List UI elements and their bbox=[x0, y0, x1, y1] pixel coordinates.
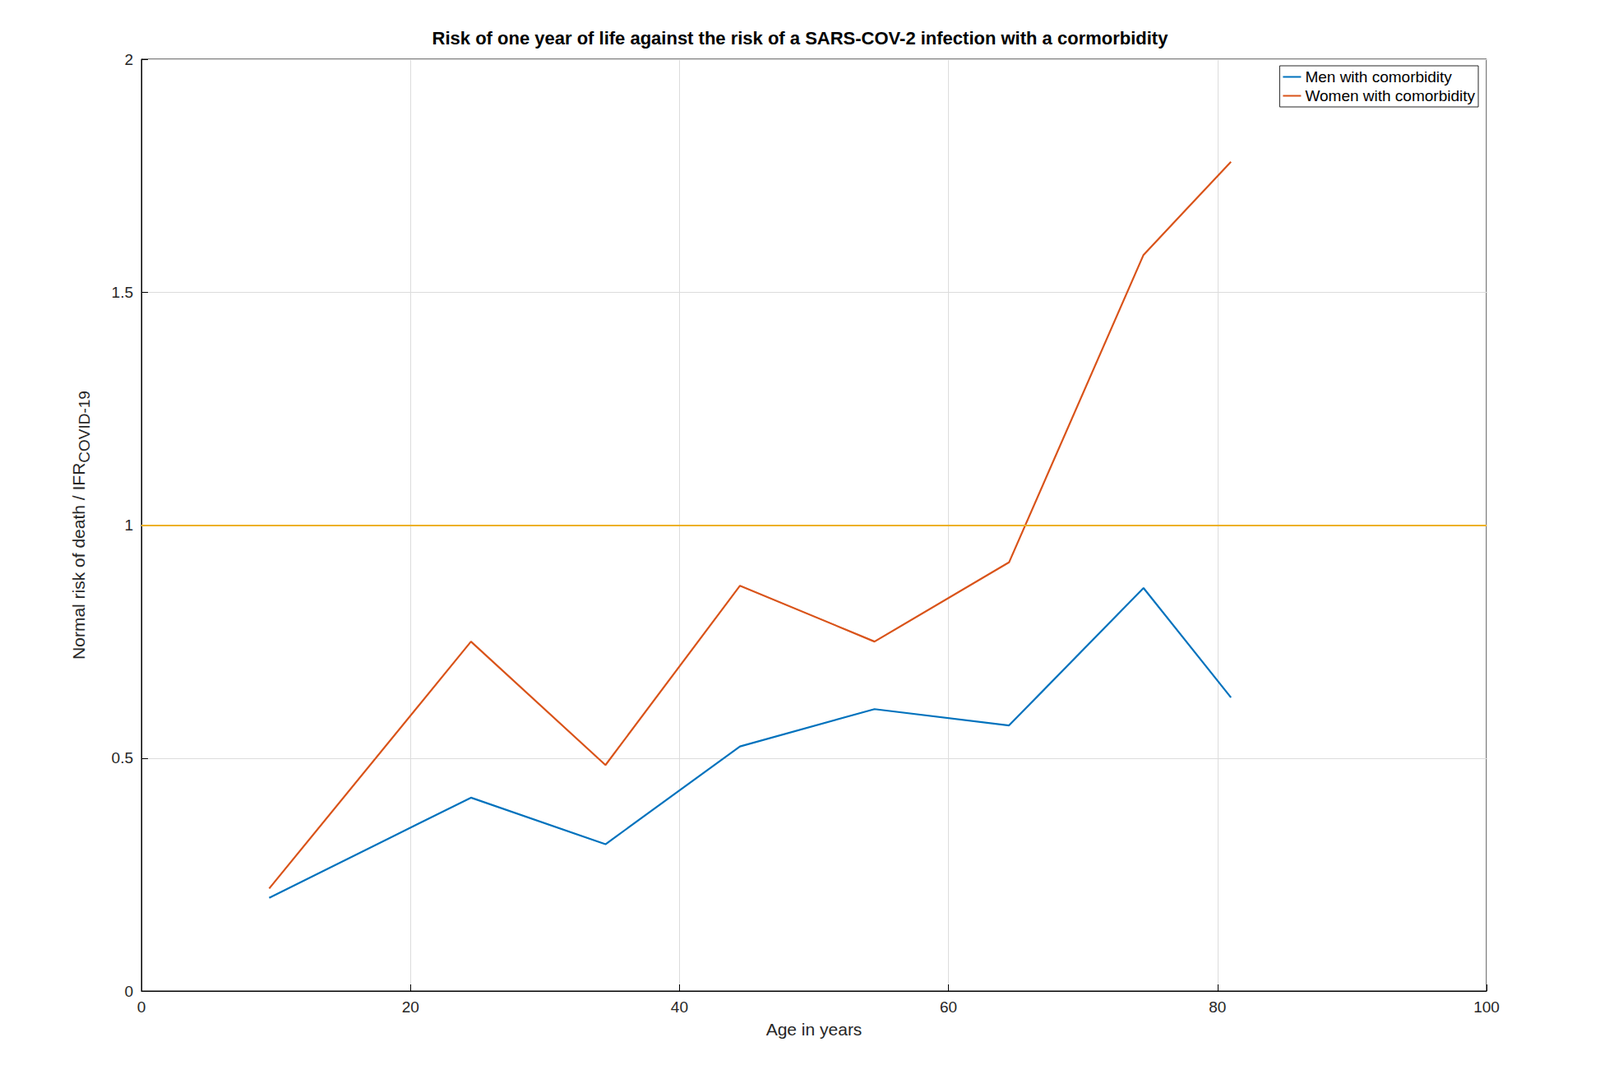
svg-text:0: 0 bbox=[124, 982, 134, 1000]
svg-text:60: 60 bbox=[939, 998, 958, 1016]
svg-text:100: 100 bbox=[1473, 998, 1500, 1016]
svg-text:Risk of one year of life again: Risk of one year of life against the ris… bbox=[432, 27, 1170, 49]
svg-text:20: 20 bbox=[402, 998, 420, 1016]
svg-text:Age in years: Age in years bbox=[766, 1019, 863, 1039]
svg-text:0.5: 0.5 bbox=[111, 749, 134, 767]
svg-text:1: 1 bbox=[124, 516, 134, 534]
svg-text:Men with comorbidity: Men with comorbidity bbox=[1304, 68, 1453, 86]
svg-text:COVID-19: COVID-19 bbox=[75, 390, 93, 463]
svg-text:40: 40 bbox=[670, 998, 689, 1016]
svg-text:80: 80 bbox=[1208, 998, 1226, 1016]
svg-text:0: 0 bbox=[137, 998, 147, 1016]
svg-text:2: 2 bbox=[124, 50, 134, 69]
svg-text:Women with comorbidity: Women with comorbidity bbox=[1304, 87, 1476, 105]
svg-text:Normal risk of death / IFR: Normal risk of death / IFR bbox=[69, 462, 88, 660]
svg-text:1.5: 1.5 bbox=[111, 283, 134, 301]
